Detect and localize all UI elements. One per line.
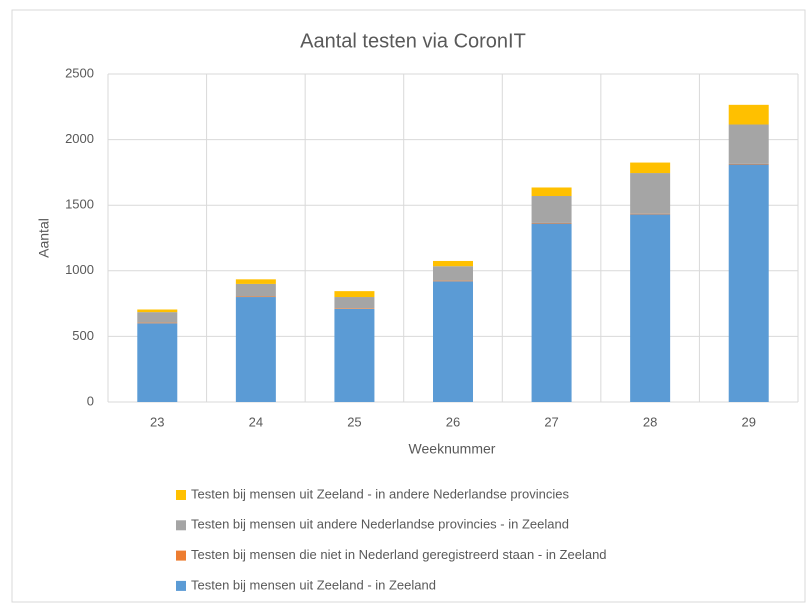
bar-segment [235, 296, 276, 298]
bar-segment [630, 162, 671, 174]
legend-label: Testen bij mensen uit Zeeland - in Zeela… [191, 577, 436, 592]
y-axis-title: Aantal [36, 218, 52, 258]
bar-segment [433, 266, 473, 281]
bar-segment [630, 214, 671, 402]
legend-swatch [176, 520, 186, 531]
y-tick-label: 2500 [65, 65, 94, 80]
legend-label: Testen bij mensen die niet in Nederland … [191, 547, 607, 562]
x-tick-label: 24 [249, 414, 263, 429]
bar-segment [630, 213, 671, 215]
bar-segment [433, 281, 473, 402]
bar-segment [433, 260, 473, 267]
x-tick-label: 23 [150, 414, 164, 429]
bar-segment [531, 223, 572, 402]
x-tick-label: 28 [643, 414, 657, 429]
bar-segment [433, 280, 473, 282]
bar-segment [728, 163, 769, 165]
chart-border [11, 9, 806, 603]
chart-title: Aantal testen via CoronIT [300, 30, 526, 52]
x-tick-label: 26 [446, 414, 460, 429]
x-tick-label: 27 [544, 414, 558, 429]
bar-segment [235, 297, 276, 402]
bar-segment [531, 196, 572, 223]
bar-segment [137, 322, 178, 324]
bar-segment [630, 173, 671, 214]
x-tick-label: 29 [741, 414, 755, 429]
bar-segment [235, 279, 276, 284]
bar-segment [334, 308, 375, 402]
legend-swatch [176, 550, 186, 561]
legend-label: Testen bij mensen uit andere Nederlandse… [191, 517, 569, 532]
bar-segment [235, 283, 276, 297]
y-tick-label: 1000 [65, 262, 94, 277]
bar-segment [334, 308, 375, 309]
bar-segment [334, 291, 375, 298]
bar-segment [728, 104, 769, 125]
bar-segment [728, 124, 769, 164]
x-tick-label: 25 [347, 414, 361, 429]
legend-swatch [176, 580, 186, 591]
bar-segment [531, 187, 572, 197]
bar-segment [137, 309, 178, 313]
y-tick-label: 0 [87, 393, 94, 408]
x-axis-title: Weeknummer [409, 441, 496, 457]
bar-segment [531, 222, 572, 224]
legend-swatch [176, 490, 186, 500]
y-tick-label: 2000 [65, 131, 94, 146]
bar-segment [137, 323, 178, 402]
y-tick-label: 500 [72, 328, 94, 343]
bar-segment [334, 297, 375, 309]
legend-label: Testen bij mensen uit Zeeland - in ander… [191, 486, 569, 501]
bar-segment [728, 164, 769, 402]
bar-segment [137, 312, 178, 323]
y-tick-label: 1500 [65, 197, 94, 212]
